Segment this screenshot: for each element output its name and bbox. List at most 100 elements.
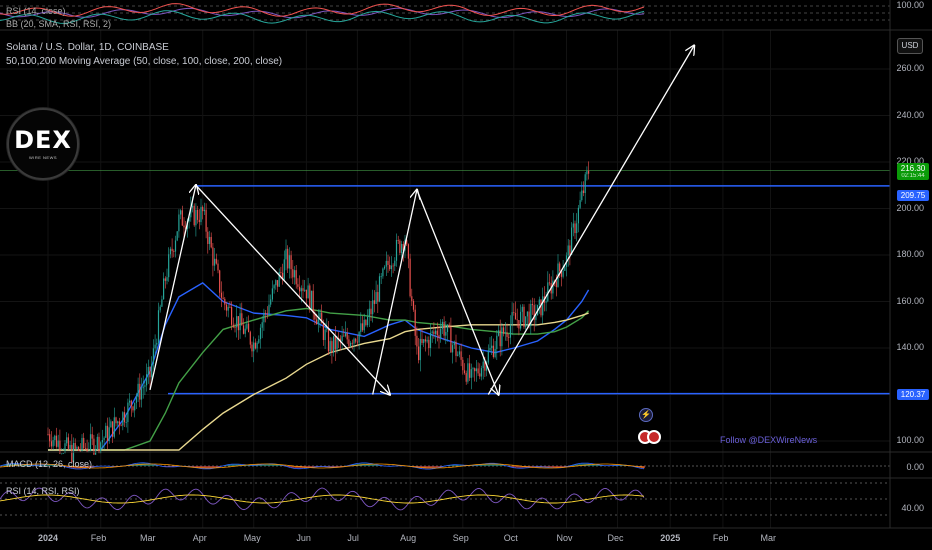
candlesticks: [47, 161, 590, 463]
symbol-title: Solana / U.S. Dollar, 1D, COINBASE: [6, 42, 169, 53]
candle-body: [173, 251, 175, 252]
candle-body: [399, 240, 401, 253]
candle-body: [548, 282, 551, 284]
candle-body: [441, 321, 443, 329]
candle-body: [450, 326, 452, 353]
candle-body: [106, 425, 109, 442]
candle-body: [227, 306, 229, 311]
moving-averages: [48, 282, 590, 451]
lightning-icon[interactable]: ⚡: [639, 408, 653, 422]
candle-body: [523, 306, 525, 328]
candle-body: [151, 363, 153, 378]
candle-body: [380, 276, 382, 278]
candle-body: [572, 223, 574, 228]
candle-body: [288, 255, 290, 269]
candle-body: [435, 330, 437, 334]
candle-body: [346, 332, 348, 340]
candle-body: [64, 443, 66, 454]
candle-body: [212, 247, 214, 266]
price-tick-label: 220.00: [896, 156, 924, 166]
candle-body: [452, 345, 454, 353]
candle-body: [567, 245, 569, 256]
current-price-label: 216.30: [900, 164, 926, 173]
candle-body: [181, 210, 183, 226]
ma-100-line: [48, 307, 590, 451]
candle-body: [105, 425, 107, 438]
candle-body: [168, 254, 170, 278]
candle-body: [241, 313, 243, 326]
candle-body: [210, 236, 212, 248]
candle-body: [67, 437, 69, 449]
us-flag-event-icon-2[interactable]: [647, 430, 661, 444]
price-tick-label: 180.00: [896, 249, 924, 259]
candle-body: [375, 292, 377, 304]
candle-body: [50, 441, 52, 447]
candle-body: [528, 311, 530, 327]
candle-body: [588, 171, 590, 174]
candle-body: [302, 288, 304, 291]
rsi-line: [0, 487, 645, 511]
candle-body: [120, 425, 122, 427]
candle-body: [276, 280, 279, 287]
candle-body: [152, 348, 154, 364]
candle-body: [139, 383, 141, 400]
candle-body: [154, 344, 156, 349]
candle-body: [547, 282, 549, 302]
date-tick-label: Feb: [712, 533, 729, 543]
candle-body: [261, 322, 263, 328]
candle-body: [147, 366, 149, 375]
candle-body: [358, 331, 360, 343]
candle-body: [122, 412, 124, 426]
dex-logo: DEX WIRE NEWS: [7, 108, 79, 180]
candle-body: [428, 339, 430, 348]
candle-body: [414, 309, 416, 336]
drawn-arrows: [149, 46, 694, 395]
candle-body: [577, 207, 579, 224]
candle-body: [482, 361, 484, 369]
candle-body: [492, 345, 494, 357]
candle-body: [129, 400, 131, 403]
candle-body: [503, 327, 505, 334]
candle-body: [224, 298, 226, 305]
candle-body: [384, 266, 386, 269]
candle-body: [440, 328, 442, 338]
candle-body: [402, 243, 404, 251]
candle-body: [533, 305, 535, 320]
candle-body: [159, 306, 161, 311]
candle-body: [305, 289, 307, 299]
candle-body: [581, 190, 583, 201]
candle-body: [117, 421, 119, 424]
rsi-ma-line: [0, 494, 645, 504]
candle-body: [562, 270, 564, 277]
candle-body: [234, 326, 236, 328]
candle-body: [178, 214, 180, 232]
date-tick-label: Feb: [90, 533, 107, 543]
candle-body: [445, 332, 447, 336]
candle-body: [350, 342, 352, 346]
candle-body: [81, 437, 83, 452]
candle-body: [220, 292, 222, 298]
candle-body: [297, 284, 299, 287]
candle-body: [61, 453, 63, 455]
candle-body: [582, 190, 585, 194]
candle-body: [372, 300, 374, 315]
date-tick-label: Nov: [556, 533, 573, 543]
candle-body: [448, 324, 450, 327]
price-tick-label: 260.00: [896, 63, 924, 73]
top-rsi-label: RSI (14, close): [6, 6, 66, 16]
candle-body: [552, 280, 554, 294]
candle-body: [458, 351, 460, 355]
candle-body: [569, 245, 571, 255]
candle-body: [115, 417, 117, 424]
candle-body: [253, 342, 255, 352]
candle-body: [509, 324, 511, 338]
candle-body: [314, 312, 316, 320]
candle-body: [486, 362, 488, 371]
candle-body: [164, 278, 166, 281]
date-tick-label: Mar: [760, 533, 777, 543]
candle-body: [511, 312, 513, 325]
price-tick-label: 200.00: [896, 202, 924, 213]
candle-body: [166, 277, 168, 281]
currency-button[interactable]: USD: [897, 38, 923, 54]
